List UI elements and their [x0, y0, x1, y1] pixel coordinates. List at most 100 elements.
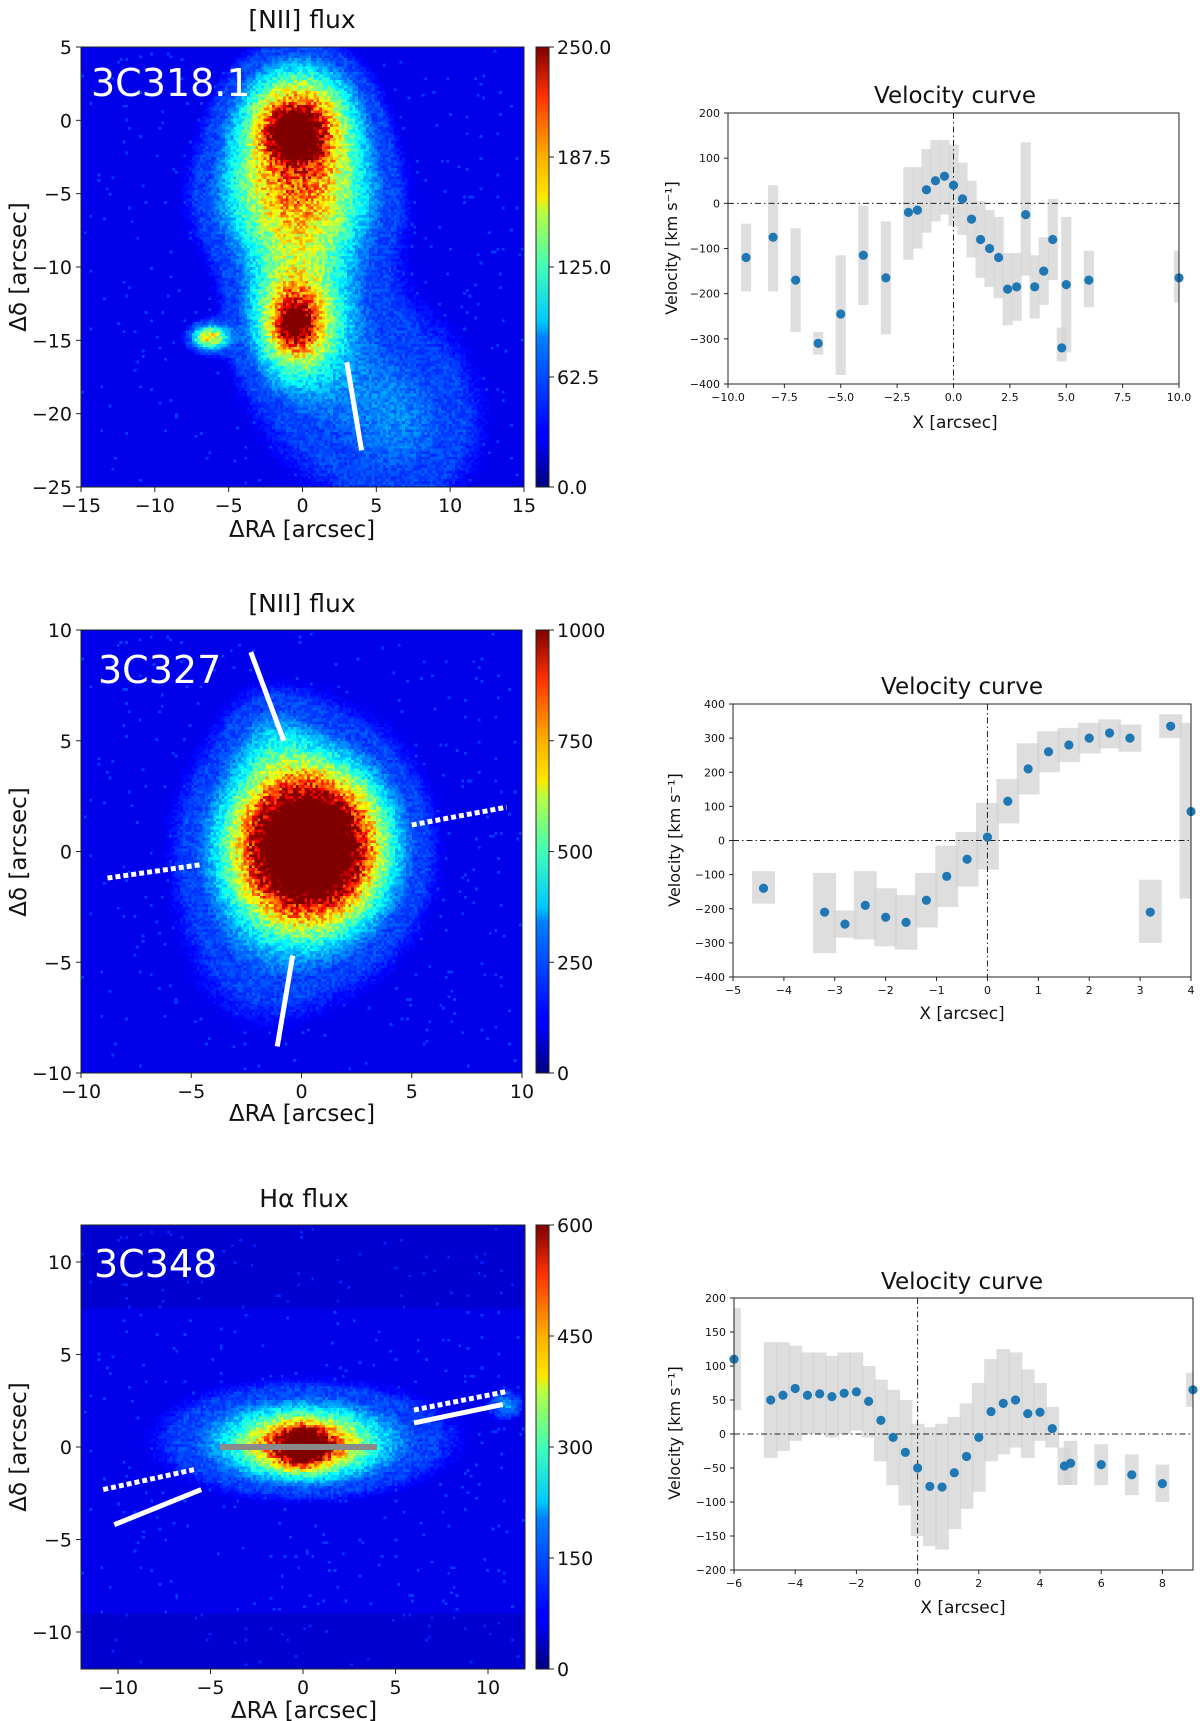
- slit-solid-marker: [248, 651, 287, 742]
- colorbar-tick-label: 500: [557, 842, 593, 864]
- velocity-curve-3c318: Velocity curve 200 100 0 −100 −200 −300 −400 −…: [662, 83, 1191, 433]
- velocity-ylabel: Velocity [km s⁻¹]: [665, 773, 684, 906]
- x-tick-label: 4: [1188, 984, 1195, 997]
- y-tick-label: −15: [32, 330, 72, 352]
- map-ylabel: Δδ [arcsec]: [6, 202, 32, 332]
- velocity-point: [802, 1390, 813, 1400]
- y-axis-ticks: 10 5 0 −5 −10: [32, 1252, 81, 1644]
- velocity-point: [778, 1390, 788, 1400]
- x-tick-label: 10: [510, 1081, 534, 1103]
- colorbar-ticks: 1000 750 500 250 0: [549, 620, 605, 1085]
- x-tick-label: −6: [726, 1577, 742, 1590]
- velocity-title: Velocity curve: [881, 674, 1043, 700]
- velocity-point: [1012, 282, 1022, 292]
- x-tick-label: 0: [297, 1677, 309, 1699]
- y-tick-label: −5: [44, 1530, 72, 1552]
- x-tick-label: 6: [1098, 1577, 1105, 1590]
- y-tick-label: 0: [713, 197, 720, 210]
- velocity-point: [839, 1388, 849, 1398]
- velocity-point: [1166, 721, 1176, 731]
- velocity-point: [1039, 266, 1049, 276]
- velocity-point: [741, 252, 751, 263]
- x-tick-label: −5: [177, 1081, 205, 1103]
- colorbar-tick-label: 750: [557, 731, 593, 753]
- velocity-curve-3c348: Velocity curve 200 150 100 50 0 −50 −100 −150 −2…: [665, 1269, 1198, 1618]
- colorbar-tick-label: 300: [557, 1437, 593, 1459]
- x-tick-label: −10: [98, 1677, 138, 1699]
- map-title: [NII] flux: [248, 589, 355, 618]
- velocity-point: [1127, 1470, 1137, 1480]
- velocity-point: [921, 895, 931, 905]
- map-ylabel: Δδ [arcsec]: [6, 787, 32, 917]
- velocity-point: [815, 1389, 825, 1399]
- colorbar-ticks: 250.0 187.5 125.0 62.5 0.0: [549, 37, 611, 499]
- x-tick-label: −15: [61, 495, 101, 517]
- x-tick-label: 2: [975, 1577, 982, 1590]
- y-tick-label: 100: [705, 1360, 726, 1373]
- velocity-point: [1003, 796, 1013, 806]
- x-tick-label: −2: [848, 1577, 864, 1590]
- map-xlabel: ΔRA [arcsec]: [229, 517, 375, 543]
- x-axis-ticks: −10 −5 0 5 10: [98, 1669, 500, 1699]
- velocity-point: [1035, 1407, 1045, 1417]
- velocity-point: [1021, 210, 1031, 220]
- colorbar-tick-label: 600: [557, 1215, 593, 1237]
- x-tick-label: 5: [389, 1677, 401, 1699]
- x-tick-label: 5: [370, 495, 382, 517]
- velocity-point: [1061, 280, 1071, 290]
- error-band: [1179, 722, 1191, 899]
- y-tick-label: −10: [32, 257, 72, 279]
- velocity-curve-3c327: Velocity curve 400 300 200 100 0 −100 −200 −300…: [665, 674, 1196, 1024]
- velocity-point: [982, 832, 993, 842]
- velocity-point: [994, 252, 1004, 263]
- y-tick-label: 50: [712, 1394, 726, 1407]
- velocity-point: [948, 180, 959, 190]
- y-axis-ticks: 200 100 0 −100 −200 −300 −400: [690, 107, 728, 391]
- velocity-point: [1047, 1423, 1057, 1434]
- x-tick-label: 5.0: [1058, 391, 1076, 404]
- velocity-ylabel: Velocity [km s⁻¹]: [665, 1366, 684, 1499]
- y-tick-label: −10: [32, 1063, 72, 1085]
- colorbar-ticks: 600 450 300 150 0: [549, 1215, 593, 1681]
- x-tick-label: 4: [1037, 1577, 1044, 1590]
- velocity-point: [984, 243, 995, 254]
- colorbar-tick-label: 1000: [557, 620, 605, 642]
- velocity-point: [937, 1482, 947, 1492]
- y-tick-label: 0: [718, 835, 725, 848]
- velocity-point: [851, 1387, 862, 1397]
- colorbar-tick-label: 250.0: [557, 37, 611, 59]
- velocity-point: [1157, 1479, 1167, 1489]
- x-tick-label: 0: [295, 1081, 307, 1103]
- velocity-point: [858, 250, 868, 260]
- x-tick-label: −5: [725, 984, 741, 997]
- velocity-xlabel: X [arcsec]: [920, 1598, 1005, 1618]
- slit-solid-marker: [274, 955, 296, 1047]
- x-tick-label: −4: [776, 984, 792, 997]
- y-tick-label: −400: [690, 378, 720, 391]
- y-tick-label: −100: [690, 243, 720, 256]
- velocity-point: [986, 1406, 996, 1417]
- velocity-point: [790, 1383, 800, 1394]
- x-tick-label: 15: [512, 495, 536, 517]
- x-tick-label: −10.0: [711, 391, 745, 404]
- velocity-title: Velocity curve: [874, 83, 1036, 109]
- error-band: [788, 1345, 803, 1441]
- x-axis-ticks: −5 −4 −3 −2 −1 0 1 2 3 4: [725, 977, 1195, 997]
- y-tick-label: 10: [48, 1252, 72, 1274]
- velocity-xlabel: X [arcsec]: [912, 413, 997, 433]
- velocity-point: [881, 912, 891, 922]
- velocity-point: [925, 1481, 935, 1491]
- y-tick-label: 200: [705, 1292, 726, 1305]
- velocity-point: [974, 1432, 984, 1442]
- velocity-point: [1023, 1409, 1033, 1419]
- x-tick-label: 10: [438, 495, 462, 517]
- y-tick-label: 5: [60, 1345, 72, 1367]
- x-axis-ticks: −15 −10 −5 0 5 10 15: [61, 487, 536, 517]
- x-tick-label: 10: [476, 1677, 500, 1699]
- colorbar-tick-label: 62.5: [557, 367, 599, 389]
- y-tick-label: −200: [690, 288, 720, 301]
- velocity-point: [998, 1398, 1008, 1408]
- map-xlabel: ΔRA [arcsec]: [229, 1101, 375, 1127]
